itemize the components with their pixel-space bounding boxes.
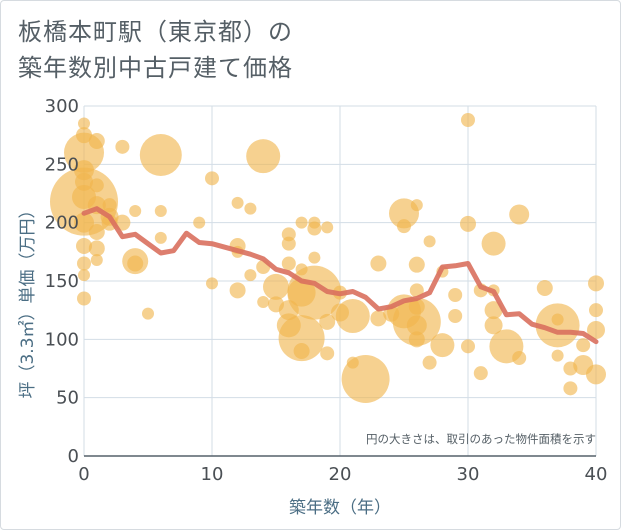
x-tick-label: 40 <box>585 464 608 485</box>
bubble-point <box>512 351 527 365</box>
bubble-point <box>88 133 105 149</box>
bubble-point <box>278 315 325 362</box>
trend-line-group <box>81 206 599 345</box>
bubble-point <box>321 221 334 234</box>
y-tick-label: 0 <box>68 446 79 467</box>
bubble-point <box>484 301 503 320</box>
x-axis-title: 築年数（年） <box>289 498 391 518</box>
bubble-point <box>473 366 488 381</box>
y-tick-label: 250 <box>45 154 79 175</box>
bubble-point <box>370 255 387 272</box>
bubble-point <box>563 381 578 396</box>
bubble-point <box>139 134 182 176</box>
bubble-point <box>320 346 335 361</box>
bubble-point <box>76 238 92 254</box>
bubble-point <box>481 231 506 256</box>
bubble-point <box>409 283 424 298</box>
bubble-point <box>408 256 425 273</box>
chart-title: 板橋本町駅（東京都）の 築年数別中古戸建て価格 <box>18 14 293 86</box>
bubble-point <box>293 343 310 359</box>
bubble-point <box>370 310 387 327</box>
bubble-point <box>281 236 296 251</box>
bubble-point <box>397 219 411 234</box>
bubble-point <box>461 113 475 127</box>
bubble-point <box>154 231 167 244</box>
bubble-point <box>88 224 105 240</box>
bubble-point <box>295 216 308 229</box>
bubble-point <box>263 273 289 300</box>
bubble-point <box>206 277 218 290</box>
x-tick-label: 20 <box>329 464 352 485</box>
x-tick-label: 0 <box>78 464 89 485</box>
bubble-point <box>410 199 423 212</box>
bubble-point <box>335 299 370 333</box>
bubble-point <box>406 315 427 336</box>
y-tick-label: 200 <box>45 213 79 234</box>
bubble-point <box>142 307 154 320</box>
bubble-point <box>430 333 455 358</box>
chart-title-line-1: 板橋本町駅（東京都）の <box>18 18 293 46</box>
bubble-point <box>423 235 436 248</box>
bubble-point <box>509 204 530 225</box>
bubble-point <box>229 282 246 299</box>
bubble-point <box>308 251 321 264</box>
bubble-point <box>74 212 94 233</box>
bubble-point <box>536 280 553 296</box>
bubble-point <box>341 355 390 403</box>
y-tick-label: 150 <box>45 271 79 292</box>
trend-line <box>81 206 599 345</box>
bubble-point <box>281 256 296 271</box>
bubble-point <box>244 202 257 215</box>
bubble-point <box>461 339 475 354</box>
bubble-point <box>246 139 281 174</box>
bubble-point <box>576 338 591 353</box>
bubble-point <box>551 349 564 362</box>
bubble-point <box>231 196 244 209</box>
x-tick-label: 10 <box>201 464 224 485</box>
bubble-point <box>88 240 105 257</box>
x-tick-label: 30 <box>457 464 480 485</box>
bubble-point <box>127 255 144 272</box>
bubble-point <box>78 269 90 282</box>
bubble-point <box>129 205 142 217</box>
bubble-point <box>77 256 91 271</box>
bubbles <box>50 113 606 403</box>
bubble-point <box>77 291 91 306</box>
bubble-point <box>115 139 130 154</box>
bubble-point <box>244 269 257 282</box>
chart-title-line-2: 築年数別中古戸建て価格 <box>18 54 293 82</box>
bubble-point <box>257 296 270 308</box>
bubble-point <box>89 178 104 193</box>
bubble-point <box>551 313 564 326</box>
bubble-point <box>484 316 503 335</box>
bubble-point <box>154 205 167 217</box>
bubble-point <box>448 309 463 323</box>
bubble-point <box>460 215 476 232</box>
y-tick-label: 50 <box>56 388 79 409</box>
bubble-point <box>90 254 103 266</box>
axes: 0 10 20 30 40 0 50 100 150 200 250 300 <box>45 96 608 485</box>
bubble-point <box>422 355 437 370</box>
bubble-point <box>193 216 206 229</box>
y-tick-label: 100 <box>45 329 79 350</box>
bubble-point <box>408 331 425 348</box>
bubble-point <box>319 313 336 330</box>
bubble-point <box>205 171 219 186</box>
y-tick-label: 300 <box>45 96 79 117</box>
bubble-point <box>78 117 90 130</box>
bubble-point <box>448 288 463 302</box>
y-axis-title: 坪（3.3㎡）単価（万円） <box>18 201 38 398</box>
bubble-point <box>587 321 605 339</box>
size-note: 円の大きさは、取引のあった物件面積を示す <box>366 432 596 446</box>
bubble-point <box>588 275 604 292</box>
bubble-point <box>589 303 603 318</box>
bubble-point <box>586 364 606 385</box>
bubble-point <box>307 221 322 236</box>
